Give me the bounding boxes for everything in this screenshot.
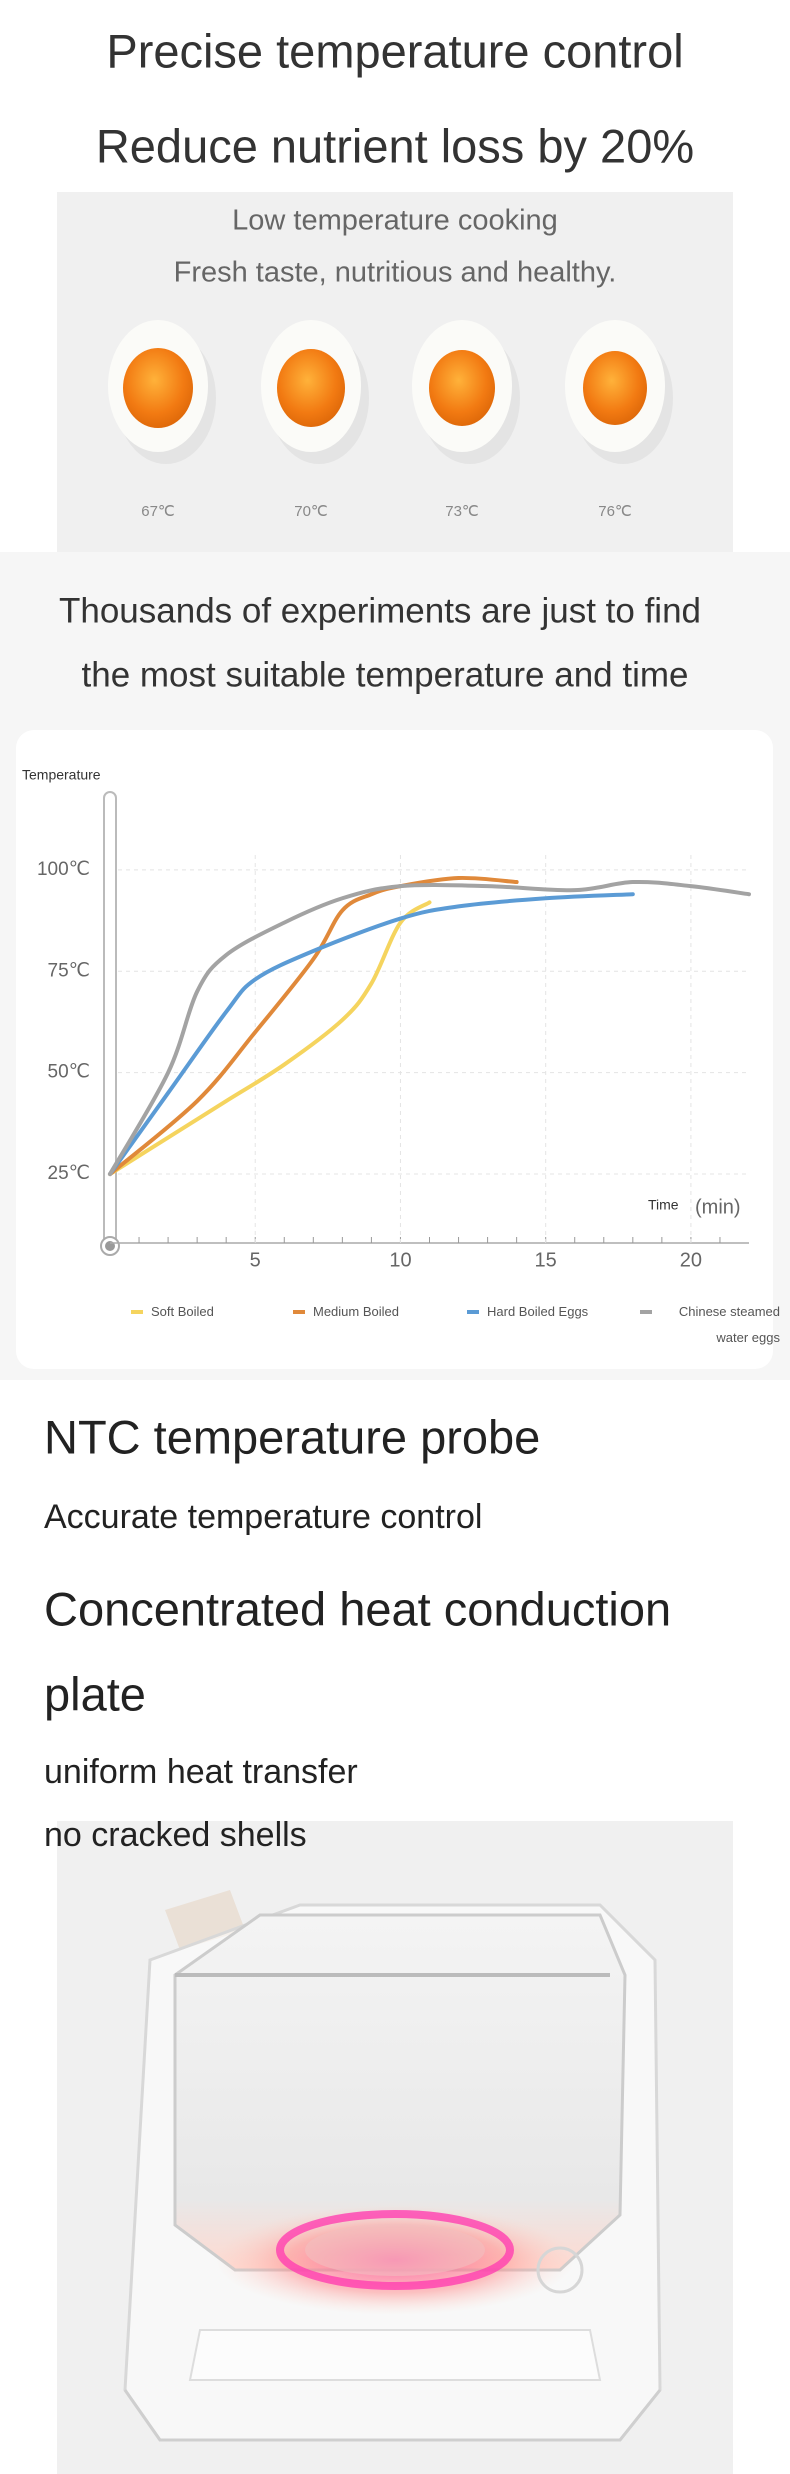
x-tick-label: 20 xyxy=(680,1249,702,1271)
legend-label: Hard Boiled Eggs xyxy=(487,1304,589,1319)
egg-label: 70℃ xyxy=(294,503,328,520)
egg-yolk xyxy=(583,351,647,425)
egg-label: 67℃ xyxy=(141,503,175,520)
egg-row: 67℃ 70℃ 73℃ 76℃ xyxy=(108,320,673,520)
legend-label-box: Medium Boiled xyxy=(313,1304,399,1319)
section-heading: the most suitable temperature and time xyxy=(82,655,689,694)
series-line xyxy=(108,875,519,1177)
headline: Precise temperature control xyxy=(106,24,683,77)
egg-label: 76℃ xyxy=(598,503,632,520)
egg-yolk xyxy=(123,348,193,428)
feature-text: uniform heat transfer xyxy=(44,1753,358,1791)
series-line xyxy=(108,892,635,1177)
chart-card xyxy=(16,730,773,1369)
y-tick-label: 100℃ xyxy=(37,859,90,880)
legend-label-box: Soft Boiled xyxy=(151,1304,214,1319)
feature-title: Concentrated heat conduction xyxy=(44,1582,671,1635)
y-tick-label: 25℃ xyxy=(48,1163,90,1184)
x-axis-label: Time xyxy=(648,1197,679,1213)
legend-label-box: Hard Boiled Eggs xyxy=(487,1304,589,1319)
product-illustration xyxy=(123,1890,662,2442)
panel-text: Low temperature cooking xyxy=(232,205,558,237)
section-heading: Thousands of experiments are just to fin… xyxy=(59,591,701,630)
legend-label-box: Chinese steamed water eggs xyxy=(678,1304,780,1345)
egg-label: 73℃ xyxy=(445,503,479,520)
feature-text: Accurate temperature control xyxy=(44,1498,482,1536)
y-tick-label: 50℃ xyxy=(48,1062,90,1083)
y-tick-label: 75℃ xyxy=(48,960,90,981)
thermometer xyxy=(103,791,117,1245)
egg-yolk xyxy=(277,349,345,427)
panel-text: Fresh taste, nutritious and healthy. xyxy=(174,257,617,289)
series-line xyxy=(108,879,751,1177)
legend-label: Medium Boiled xyxy=(313,1304,399,1319)
series-line xyxy=(108,900,432,1177)
feature-title: NTC temperature probe xyxy=(44,1410,540,1463)
y-axis-label: Temperature xyxy=(22,767,101,783)
feature-text: no cracked shells xyxy=(44,1816,307,1854)
feature-title: plate xyxy=(44,1667,146,1720)
headline: Reduce nutrient loss by 20% xyxy=(96,119,694,172)
legend-label: Soft Boiled xyxy=(151,1304,214,1319)
x-tick-label: 10 xyxy=(389,1249,411,1271)
egg-yolk xyxy=(429,350,495,426)
x-axis-unit: (min) xyxy=(695,1196,741,1218)
x-tick-label: 5 xyxy=(250,1249,261,1271)
legend-label: Chinese steamed water eggs xyxy=(678,1304,780,1345)
x-tick-label: 15 xyxy=(535,1249,557,1271)
chart: Temperature 25℃ 50℃ 75℃ 100℃ 5 10 15 20 Time (min)… xyxy=(22,767,780,1345)
